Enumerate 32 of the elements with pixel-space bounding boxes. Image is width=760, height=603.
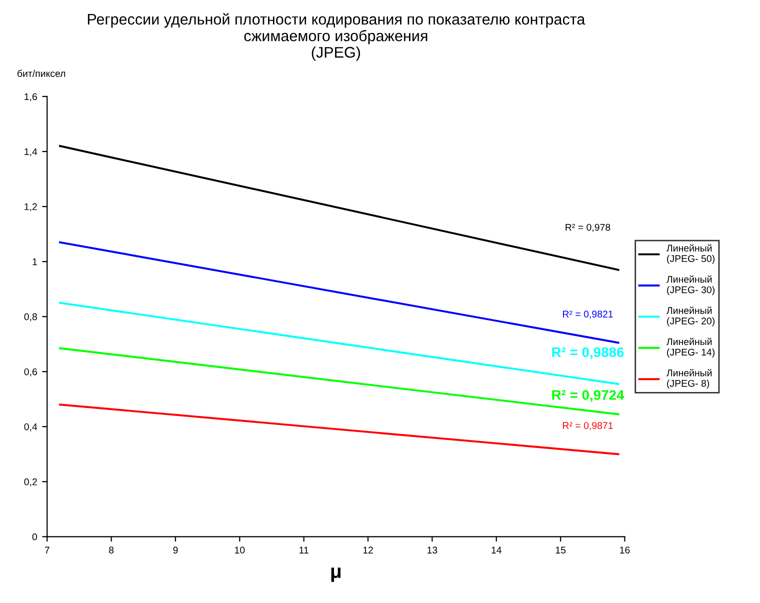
annotation: R² = 0,9821 [563, 310, 613, 319]
x-tick-label: 11 [300, 546, 308, 554]
y-tick-label: 1 [32, 258, 37, 266]
x-tick-label: 14 [492, 546, 502, 554]
chart-title: Регрессии удельной плотности кодирования по показателю контраста сжимаемого изображения (JPEG) [88, 13, 586, 61]
x-tick-label: 13 [428, 546, 438, 554]
x-tick-label: 16 [620, 546, 630, 554]
y-axis-title: бит/пиксел [18, 70, 66, 77]
y-tick-label: 0,6 [24, 368, 37, 376]
legend-label: Линейный (JPEG- 20) [666, 306, 714, 326]
x-axis-title: μ [331, 568, 341, 582]
y-tick-label: 0,4 [24, 423, 38, 432]
annotation: R² = 0,9871 [563, 422, 613, 430]
x-tick-label: 7 [44, 546, 50, 554]
x-tick-label: 15 [556, 546, 566, 554]
x-tick-label: 9 [173, 546, 178, 554]
annotation: R² = 0,9886 [552, 347, 624, 360]
legend-label: Линейный (JPEG- 8) [666, 369, 712, 389]
y-tick-label: 0,2 [24, 478, 37, 486]
legend-label: Линейный (JPEG- 14) [666, 338, 714, 358]
x-tick-label: 10 [234, 546, 245, 554]
y-tick-label: 0 [32, 533, 38, 540]
x-tick-label: 12 [363, 546, 373, 554]
x-tick-label: 8 [109, 546, 114, 554]
legend-label: Линейный (JPEG- 30) [666, 275, 714, 296]
y-tick-label: 1,4 [24, 148, 38, 156]
y-tick-label: 1,2 [24, 203, 37, 212]
legend-label: Линейный (JPEG- 50) [666, 244, 714, 264]
y-tick-label: 0,8 [24, 313, 37, 322]
annotation: R² = 0,978 [566, 224, 610, 232]
y-tick-label: 1,6 [24, 93, 37, 102]
annotation: R² = 0,9724 [552, 390, 624, 402]
